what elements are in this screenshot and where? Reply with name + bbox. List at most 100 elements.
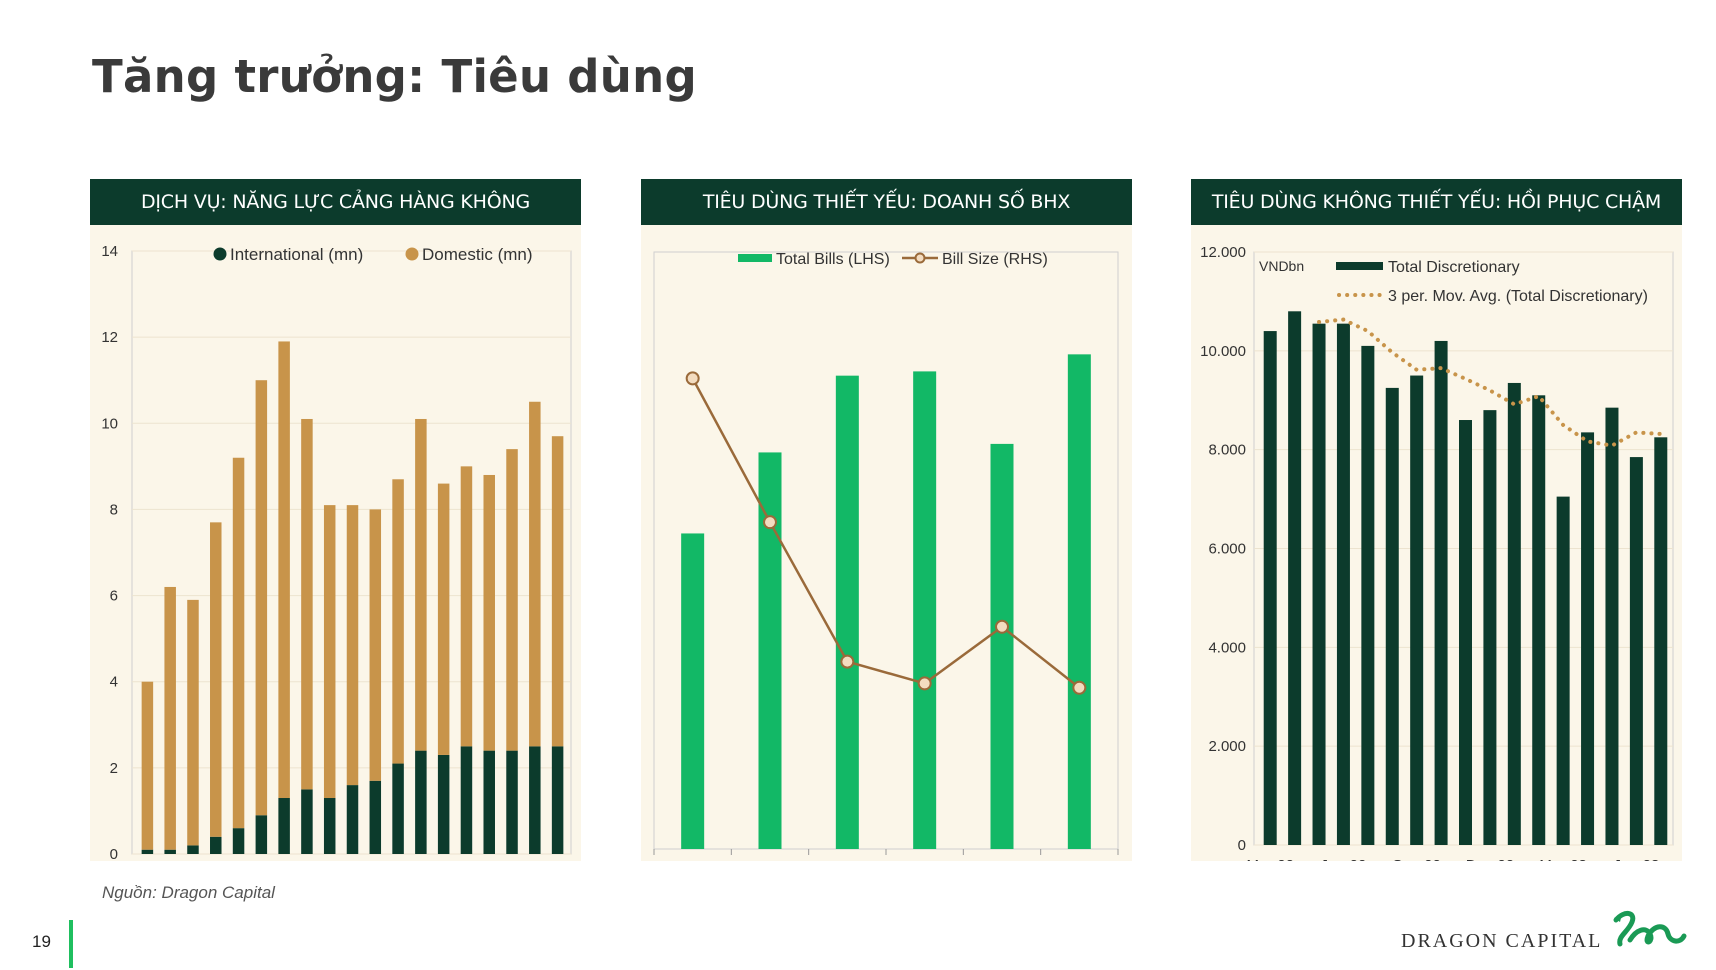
bar-international (392, 763, 404, 854)
y-tick-label: 0 (1238, 837, 1246, 854)
bar-total-bills (913, 371, 937, 849)
bar-total-discretionary (1336, 323, 1350, 845)
bar-total-bills (681, 533, 705, 849)
legend-label-total-discretionary: Total Discretionary (1388, 259, 1520, 276)
bar-international (551, 746, 564, 854)
bar-domestic (301, 418, 313, 790)
legend-label-total-bills: Total Bills (LHS) (776, 251, 890, 268)
chart-title-airport: DỊCH VỤ: NĂNG LỰC CẢNG HÀNG KHÔNG (90, 179, 581, 225)
point-bill-size (840, 654, 855, 669)
page-title: Tăng trưởng: Tiêu dùng (92, 50, 697, 103)
bar-total-discretionary (1532, 395, 1546, 845)
legend-label-domestic: Domestic (mn) (422, 245, 533, 264)
y-tick-label: 10.000 (1200, 343, 1246, 360)
y-tick-label: 8.000 (1208, 442, 1246, 459)
y-tick-label: 8 (110, 501, 118, 518)
bar-total-discretionary (1288, 311, 1302, 845)
x-tick-label: Jun-23 (1613, 857, 1659, 861)
point-bill-size (917, 676, 932, 691)
plot-area-border (653, 251, 1119, 850)
bar-domestic (392, 479, 404, 764)
bar-total-discretionary (1361, 345, 1375, 845)
bar-domestic (415, 418, 427, 751)
bar-total-bills (990, 443, 1014, 849)
y-tick-label: 12.000 (1200, 244, 1246, 261)
x-tick-label: Mar-22 (1246, 857, 1294, 861)
bar-total-bills (758, 452, 782, 849)
bar-domestic (529, 401, 541, 747)
bar-domestic (232, 457, 245, 829)
bar-international (141, 849, 154, 854)
bar-domestic (323, 505, 336, 799)
bar-international (301, 789, 313, 854)
point-bill-size (1072, 680, 1087, 695)
bar-international (415, 750, 427, 854)
bar-international (346, 785, 359, 854)
x-tick-label: Jun-22 (1321, 857, 1367, 861)
chart-title-bhx: TIÊU DÙNG THIẾT YẾU: DOANH SỐ BHX (641, 179, 1132, 225)
bar-total-discretionary (1410, 375, 1424, 845)
legend-marker-international (213, 247, 227, 261)
legend-marker-total-bills (738, 254, 772, 262)
y-tick-label: 6 (110, 588, 118, 605)
bar-total-discretionary (1483, 410, 1497, 845)
bar-total-discretionary (1629, 457, 1643, 845)
legend-marker-domestic (405, 247, 419, 261)
legend-marker-total-discretionary (1336, 262, 1383, 270)
legend-label-international: International (mn) (230, 245, 363, 264)
bar-international (164, 849, 176, 854)
chart-panel-discretionary: TIÊU DÙNG KHÔNG THIẾT YẾU: HỒI PHỤC CHẬM… (1191, 179, 1682, 861)
bar-international (232, 828, 245, 854)
source-note: Nguồn: Dragon Capital (102, 883, 275, 902)
bar-total-bills (1067, 354, 1091, 849)
company-logo-text: DRAGON CAPITAL (1401, 930, 1603, 952)
point-bill-size (685, 371, 700, 386)
x-tick-label: Sep-22 (1392, 857, 1440, 861)
y-tick-label: 2.000 (1208, 738, 1246, 755)
bar-international (506, 750, 518, 854)
bar-total-discretionary (1385, 387, 1399, 845)
legend-label-moving-average: 3 per. Mov. Avg. (Total Discretionary) (1388, 288, 1648, 305)
dragon-logo-icon (1613, 911, 1687, 947)
bar-domestic (187, 599, 199, 846)
chart-panel-airport: DỊCH VỤ: NĂNG LỰC CẢNG HÀNG KHÔNG 0 2 4 6 8 1… (90, 179, 581, 861)
line-bill-size (691, 377, 1081, 689)
bar-total-discretionary (1654, 437, 1668, 845)
bar-international (483, 750, 495, 854)
bar-domestic (551, 436, 564, 747)
y-tick-label: 14 (101, 243, 118, 260)
bar-domestic (369, 509, 382, 781)
bar-domestic (483, 474, 495, 751)
bar-domestic (141, 681, 154, 850)
unit-label: VNDbn (1259, 258, 1304, 274)
bar-total-discretionary (1263, 331, 1277, 845)
bar-total-discretionary (1556, 496, 1570, 845)
airport-capacity-chart: 02468101214Jan-22Apr-22Jul-22Oct-22Jan-2… (101, 243, 572, 861)
bar-international (210, 836, 222, 854)
bhx-sales-chart: Q1-22Q2-22Q3-22Q4-22Q1-23Q2-23Total Bill… (653, 251, 1119, 855)
bar-domestic (164, 586, 176, 850)
legend-marker-bill-size (914, 252, 926, 264)
bar-domestic (210, 522, 222, 837)
bar-total-discretionary (1507, 382, 1521, 845)
y-tick-label: 10 (101, 415, 118, 432)
bar-total-discretionary (1581, 432, 1595, 845)
page-number: 19 (32, 932, 51, 951)
y-tick-label: 4.000 (1208, 639, 1246, 656)
chart-panel-bhx: TIÊU DÙNG THIẾT YẾU: DOANH SỐ BHX Q1-22Q… (641, 179, 1132, 861)
bar-international (255, 815, 268, 854)
bar-international (460, 746, 473, 854)
bar-international (369, 780, 382, 854)
bar-domestic (506, 449, 518, 751)
bar-total-bills (835, 375, 859, 849)
bar-total-discretionary (1434, 340, 1448, 845)
point-bill-size (763, 515, 777, 530)
bar-domestic (437, 483, 450, 755)
x-tick-label: Mar-23 (1539, 857, 1587, 861)
bar-domestic (255, 380, 268, 816)
chart-title-discretionary: TIÊU DÙNG KHÔNG THIẾT YẾU: HỒI PHỤC CHẬM (1191, 179, 1682, 225)
bar-total-discretionary (1312, 323, 1326, 845)
y-tick-label: 2 (110, 760, 118, 777)
bar-total-discretionary (1459, 420, 1472, 845)
y-tick-label: 0 (110, 846, 118, 861)
